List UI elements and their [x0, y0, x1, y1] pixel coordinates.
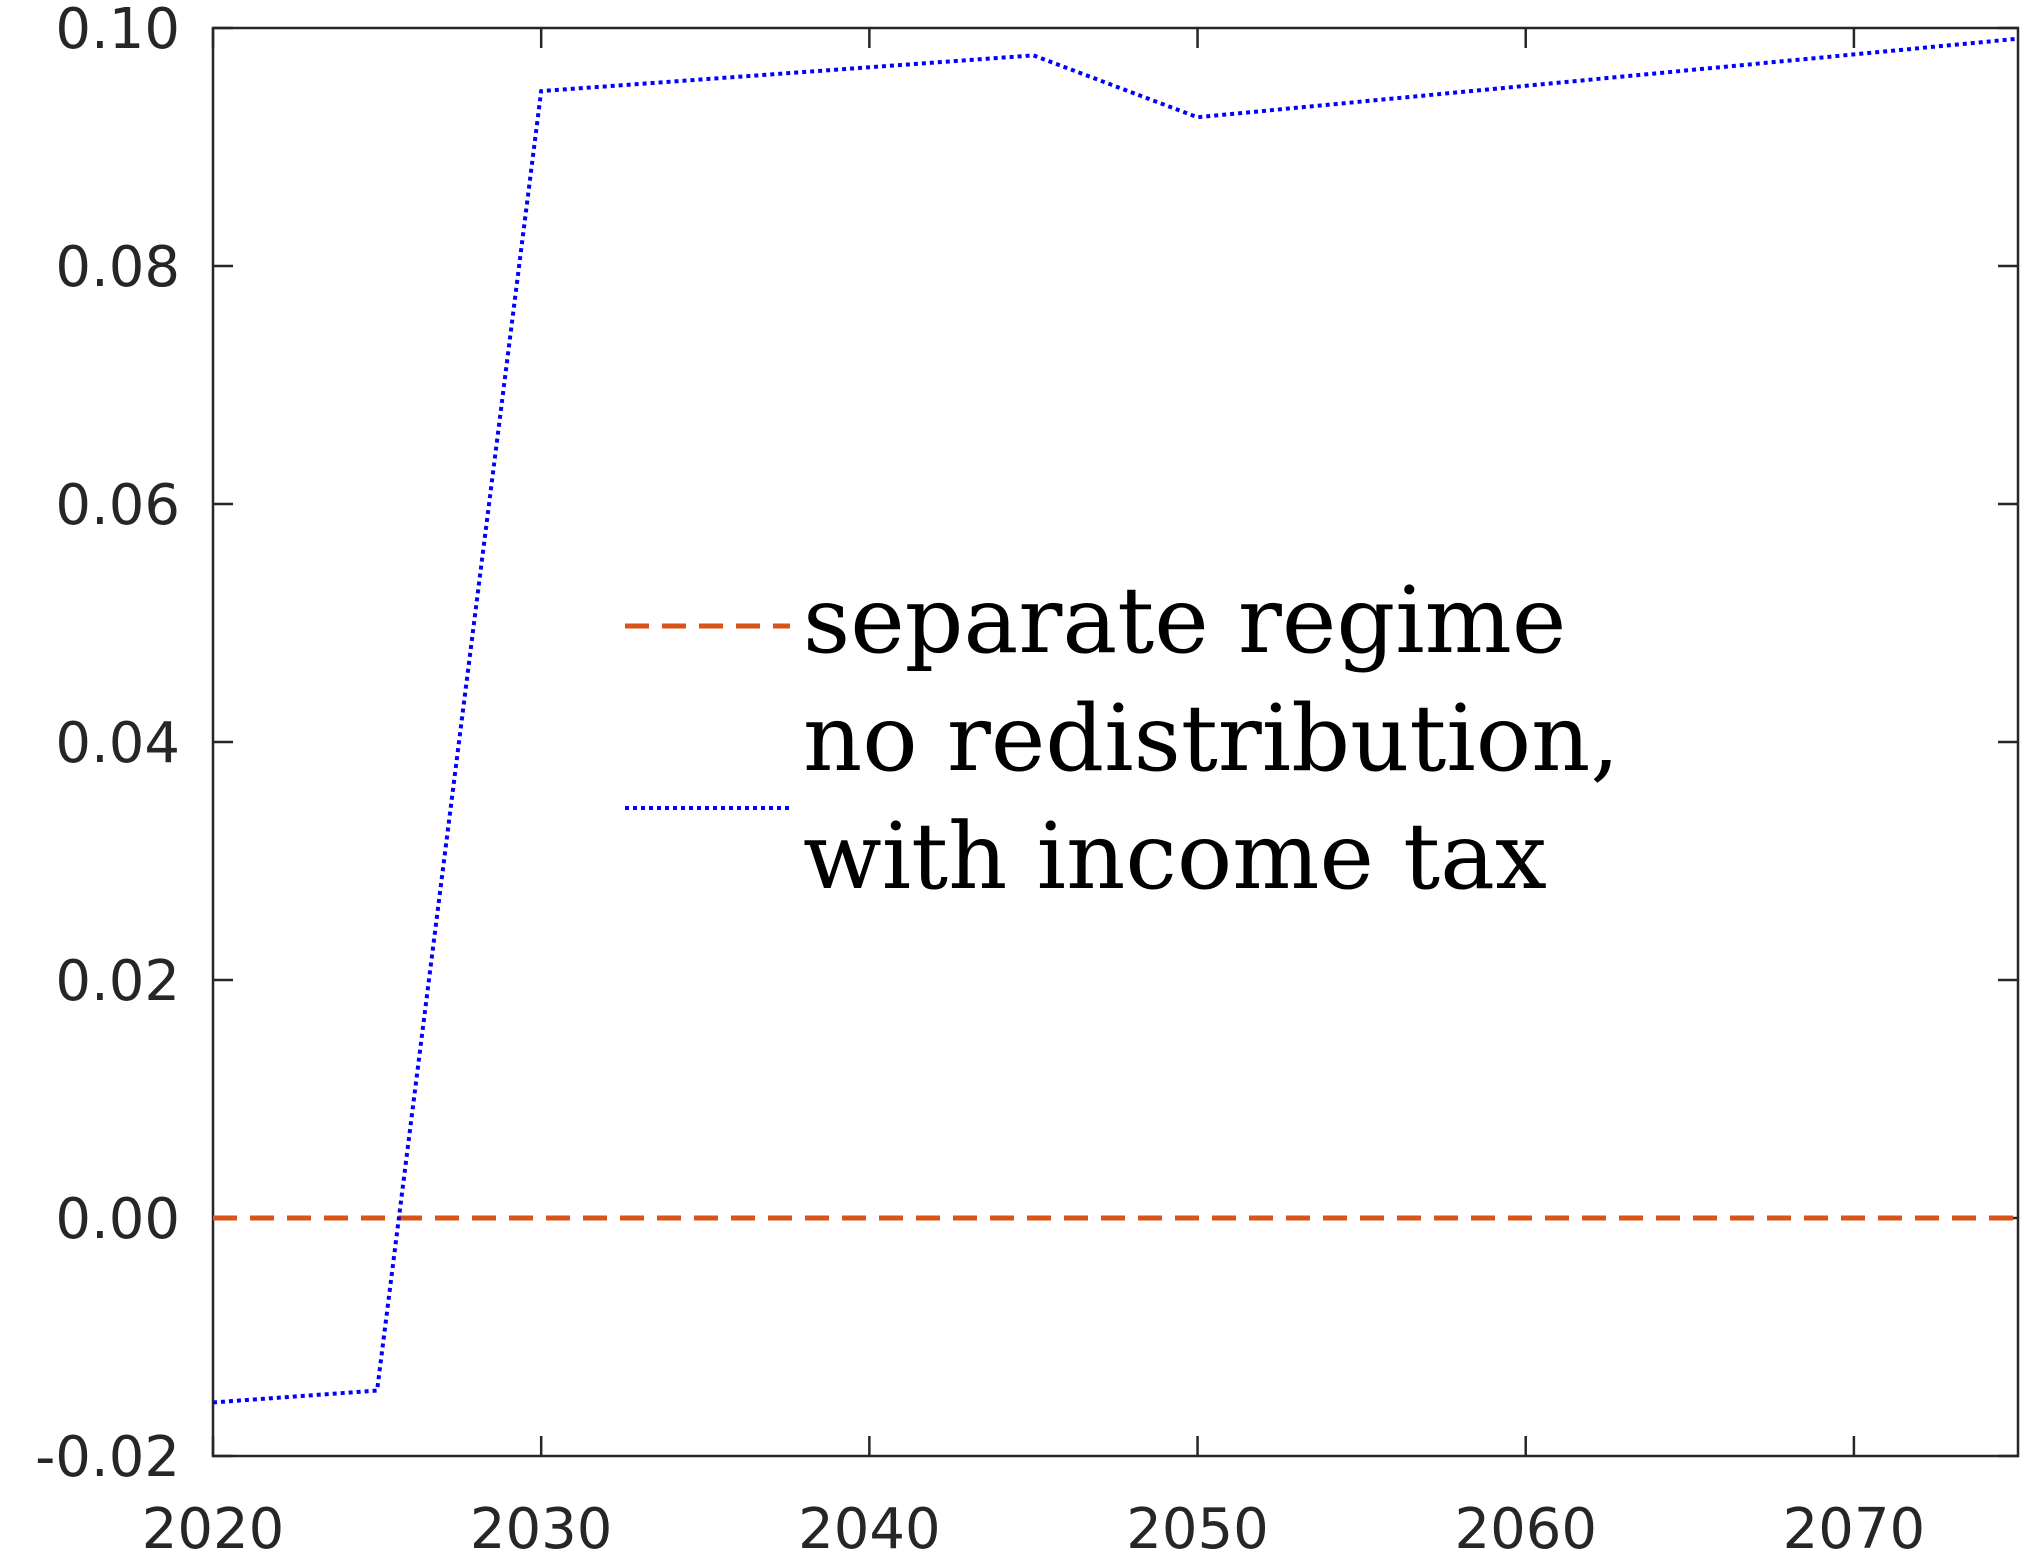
series-lines — [212, 36, 2019, 1405]
series-line-2 — [212, 36, 2019, 1405]
x-tick-label: 2070 — [1783, 1497, 1926, 1554]
legend: separate regime no redistribution, with in… — [625, 567, 1620, 910]
y-tick-label: 0.08 — [55, 235, 180, 300]
legend-label-2-line-1: no redistribution, — [803, 685, 1620, 792]
x-tick-label: 2060 — [1454, 1497, 1597, 1554]
y-tick-label: -0.02 — [35, 1425, 180, 1490]
x-tick-label: 2040 — [798, 1497, 941, 1554]
tick-labels: 2020 2030 2040 2050 2060 2070 -0.02 0.00 0.02 0.0… — [35, 0, 1925, 1554]
y-tick-label: 0.02 — [55, 949, 180, 1014]
y-tick-label: 0.00 — [55, 1187, 180, 1252]
y-tick-label: 0.10 — [55, 0, 180, 62]
y-tick-label: 0.04 — [55, 711, 180, 776]
y-tick-label: 0.06 — [55, 473, 180, 538]
x-tick-label: 2050 — [1126, 1497, 1269, 1554]
x-tick-label: 2030 — [470, 1497, 613, 1554]
ticks — [211, 26, 2018, 1458]
legend-label-2-line-2: with income tax — [803, 803, 1547, 910]
legend-label-1: separate regime — [803, 567, 1566, 674]
x-tick-label: 2020 — [142, 1497, 285, 1554]
